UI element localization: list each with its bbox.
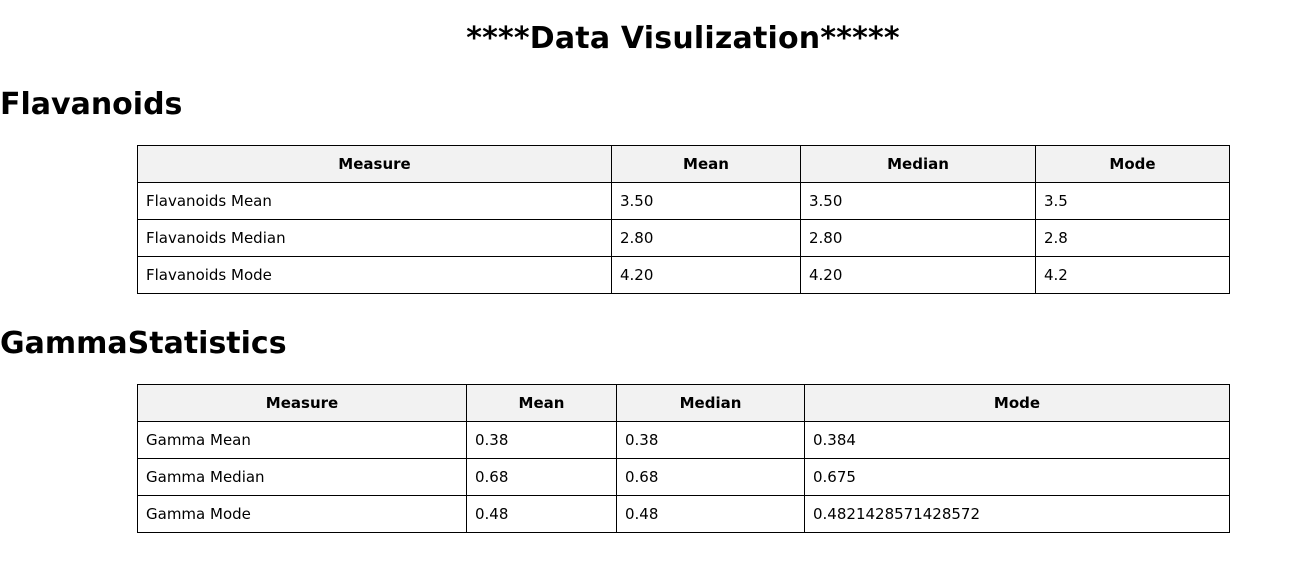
cell-mean: 0.48	[466, 495, 617, 533]
column-header-median: Median	[800, 145, 1036, 183]
flavanoids-table: Measure Mean Median Mode Flavanoids Mean…	[137, 145, 1230, 294]
cell-measure: Gamma Mode	[137, 495, 467, 533]
cell-mean: 4.20	[611, 256, 801, 294]
cell-mode: 2.8	[1035, 219, 1230, 257]
table-row: Gamma Median 0.68 0.68 0.675	[137, 458, 1230, 496]
cell-median: 0.68	[616, 458, 805, 496]
cell-measure: Flavanoids Mean	[137, 182, 612, 220]
cell-mode: 0.675	[804, 458, 1230, 496]
column-header-median: Median	[616, 384, 805, 422]
gamma-heading: GammaStatistics	[0, 326, 287, 361]
cell-mean: 2.80	[611, 219, 801, 257]
cell-median: 2.80	[800, 219, 1036, 257]
gamma-table: Measure Mean Median Mode Gamma Mean 0.38…	[137, 384, 1230, 533]
cell-median: 0.48	[616, 495, 805, 533]
column-header-measure: Measure	[137, 384, 467, 422]
cell-mode: 4.2	[1035, 256, 1230, 294]
table-row: Gamma Mean 0.38 0.38 0.384	[137, 421, 1230, 459]
column-header-measure: Measure	[137, 145, 612, 183]
cell-mode: 3.5	[1035, 182, 1230, 220]
cell-mode: 0.384	[804, 421, 1230, 459]
cell-measure: Gamma Mean	[137, 421, 467, 459]
cell-median: 3.50	[800, 182, 1036, 220]
cell-mean: 0.68	[466, 458, 617, 496]
cell-mean: 0.38	[466, 421, 617, 459]
cell-measure: Gamma Median	[137, 458, 467, 496]
table-row: Flavanoids Median 2.80 2.80 2.8	[137, 219, 1230, 257]
table-row: Gamma Mode 0.48 0.48 0.4821428571428572	[137, 495, 1230, 533]
table-header-row: Measure Mean Median Mode	[137, 384, 1230, 422]
cell-measure: Flavanoids Mode	[137, 256, 612, 294]
column-header-mode: Mode	[804, 384, 1230, 422]
flavanoids-heading: Flavanoids	[0, 87, 183, 122]
cell-median: 4.20	[800, 256, 1036, 294]
cell-mean: 3.50	[611, 182, 801, 220]
page-title: ****Data Visulization*****	[466, 21, 900, 56]
column-header-mean: Mean	[611, 145, 801, 183]
cell-median: 0.38	[616, 421, 805, 459]
table-header-row: Measure Mean Median Mode	[137, 145, 1230, 183]
cell-mode: 0.4821428571428572	[804, 495, 1230, 533]
table-row: Flavanoids Mode 4.20 4.20 4.2	[137, 256, 1230, 294]
column-header-mean: Mean	[466, 384, 617, 422]
table-row: Flavanoids Mean 3.50 3.50 3.5	[137, 182, 1230, 220]
cell-measure: Flavanoids Median	[137, 219, 612, 257]
column-header-mode: Mode	[1035, 145, 1230, 183]
